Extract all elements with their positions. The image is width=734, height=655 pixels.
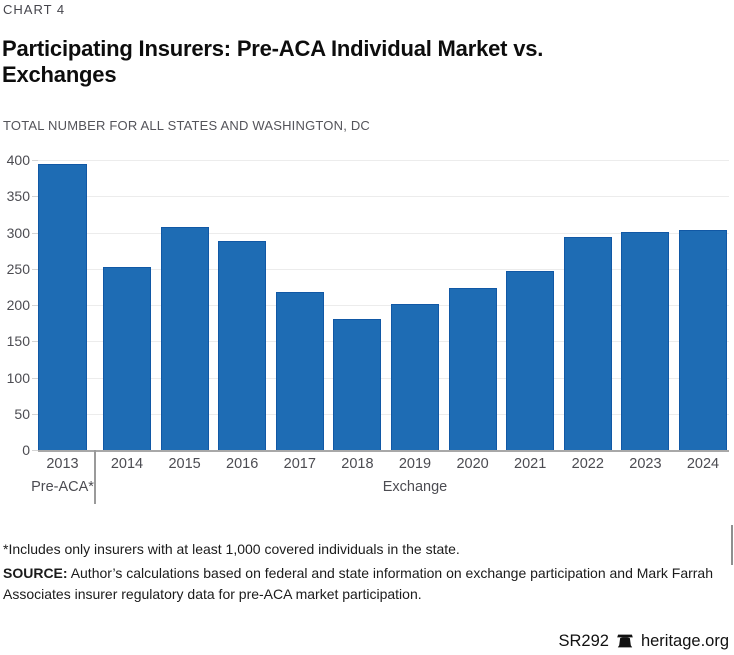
bar-chart: 0 50 100 150 200 250 300 350 400 2013 2014 2015 2016… bbox=[0, 140, 734, 512]
chart-title-line1: Participating Insurers: Pre-ACA Individu… bbox=[2, 36, 544, 61]
y-axis-label: 100 bbox=[6, 369, 30, 386]
x-axis-label-2023: 2023 bbox=[629, 456, 662, 472]
bar-2021 bbox=[506, 271, 555, 450]
scrollbar-thumb[interactable] bbox=[731, 525, 733, 565]
x-axis-label-2018: 2018 bbox=[341, 456, 374, 472]
bar-2016 bbox=[218, 241, 267, 450]
gridline bbox=[38, 377, 729, 379]
site-link[interactable]: heritage.org bbox=[640, 632, 729, 650]
x-axis-label-2013: 2013 bbox=[46, 456, 79, 472]
y-axis-label: 400 bbox=[6, 152, 30, 168]
bar-2020 bbox=[448, 288, 497, 450]
x-axis-label-2017: 2017 bbox=[283, 456, 316, 472]
y-axis-label: 50 bbox=[14, 405, 30, 422]
chart-subtitle: TOTAL NUMBER FOR ALL STATES AND WASHINGT… bbox=[3, 118, 370, 133]
y-axis-label: 350 bbox=[6, 188, 30, 205]
group-label-exchange: Exchange bbox=[382, 479, 448, 495]
gridline bbox=[38, 196, 729, 198]
x-axis-label-2020: 2020 bbox=[456, 456, 489, 472]
group-label-preaca: Pre-ACA* bbox=[31, 479, 94, 495]
bar-2024 bbox=[679, 230, 727, 450]
source-text-line1: Author’s calculations based on federal a… bbox=[70, 565, 713, 581]
source-note: SOURCE: Author’s calculations based on f… bbox=[3, 563, 729, 605]
chart-number-label: CHART 4 bbox=[3, 2, 66, 17]
bar-2018 bbox=[333, 319, 382, 450]
gridline bbox=[38, 268, 729, 270]
x-axis-label-2016: 2016 bbox=[226, 456, 259, 472]
y-axis-label: 200 bbox=[6, 297, 30, 313]
y-axis-label: 0 bbox=[22, 442, 30, 458]
x-axis-label-2014: 2014 bbox=[110, 456, 144, 472]
y-axis-label: 250 bbox=[6, 260, 30, 277]
y-axis-tick bbox=[32, 377, 38, 379]
gridline bbox=[38, 160, 729, 161]
liberty-bell-icon bbox=[617, 634, 633, 647]
x-axis-line bbox=[38, 450, 729, 452]
bar-2014 bbox=[103, 267, 151, 450]
gridline bbox=[38, 305, 729, 306]
group-divider-line bbox=[94, 450, 96, 504]
chart-title-line2: Exchanges bbox=[2, 62, 117, 87]
y-axis-tick bbox=[32, 196, 38, 198]
x-axis-label-2022: 2022 bbox=[571, 456, 604, 472]
y-axis-tick bbox=[32, 450, 38, 451]
source-text-line2: Associates insurer regulatory data for p… bbox=[3, 586, 422, 602]
y-axis-tick bbox=[32, 232, 38, 234]
y-axis-label: 300 bbox=[6, 224, 30, 241]
bar-2022 bbox=[563, 237, 612, 450]
bar-2013 bbox=[38, 164, 87, 450]
report-id: SR292 bbox=[558, 632, 609, 650]
y-axis-tick bbox=[32, 341, 38, 343]
y-axis-tick bbox=[32, 268, 38, 270]
bar-2015 bbox=[160, 227, 209, 450]
y-axis-tick bbox=[32, 160, 38, 161]
x-axis-label-2019: 2019 bbox=[398, 456, 432, 472]
report-footer: SR292 heritage.org bbox=[558, 632, 729, 651]
chart-title: Participating Insurers: Pre-ACA Individu… bbox=[2, 36, 730, 88]
y-axis-tick bbox=[32, 305, 38, 306]
source-label: SOURCE: bbox=[3, 565, 68, 581]
x-axis-label-2024: 2024 bbox=[686, 456, 720, 472]
bar-2023 bbox=[621, 232, 670, 450]
y-axis-tick bbox=[32, 413, 38, 415]
gridline bbox=[38, 341, 729, 343]
bar-2019 bbox=[391, 304, 439, 450]
chart-footnote: *Includes only insurers with at least 1,… bbox=[3, 541, 460, 557]
bar-2017 bbox=[275, 292, 324, 450]
gridline bbox=[38, 232, 729, 234]
x-axis-label-2015: 2015 bbox=[168, 456, 201, 472]
x-axis-label-2021: 2021 bbox=[514, 456, 547, 472]
gridline bbox=[38, 413, 729, 415]
y-axis-label: 150 bbox=[6, 333, 30, 350]
